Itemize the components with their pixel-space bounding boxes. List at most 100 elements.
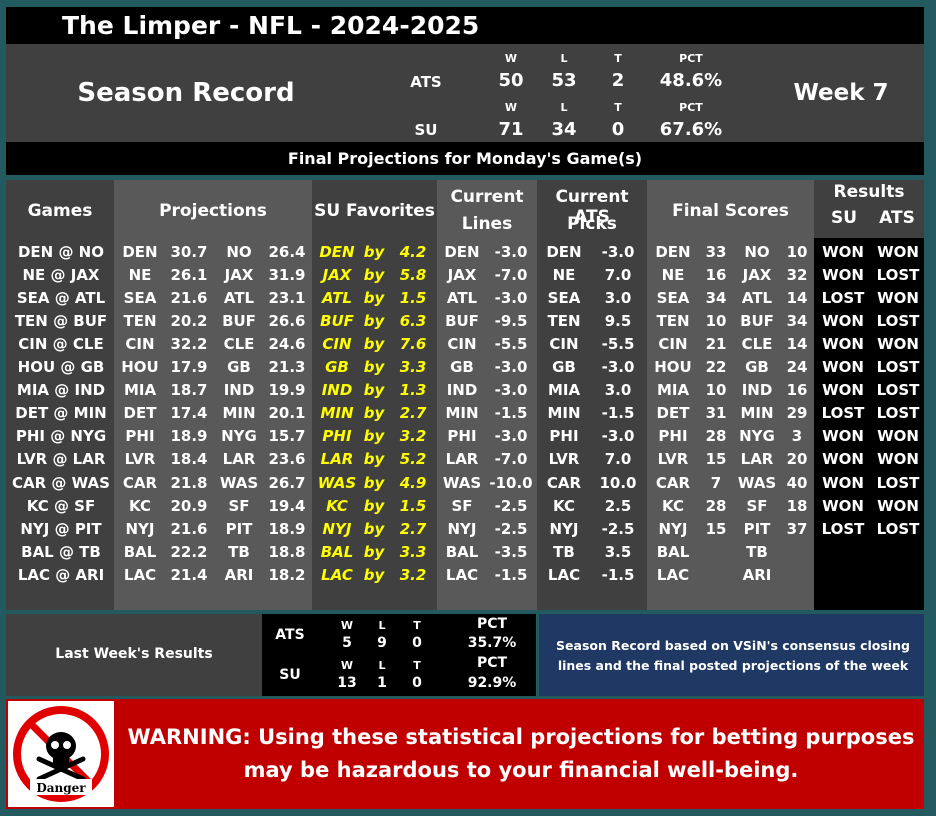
fav-team: LAC (321, 565, 353, 584)
pick-team: CIN (549, 335, 579, 354)
result-su: WON (822, 243, 864, 261)
season-record-label: Season Record (77, 78, 295, 108)
fav-value: 7.6 (399, 335, 427, 354)
pick-team: MIN (547, 404, 581, 423)
header-ats-picks-1: Current ATS (555, 187, 629, 227)
result-su: WON (822, 266, 864, 285)
proj-away-score: 18.9 (170, 427, 208, 446)
line-value: -10.0 (489, 473, 533, 492)
final-away-score: 21 (705, 335, 727, 354)
game-cell: PHI @ NYG (15, 427, 107, 446)
result-su: WON (822, 473, 864, 492)
fav-by: by (363, 473, 385, 492)
pick-team: TB (553, 542, 575, 561)
table-row: LVR @ LAR LVR 18.4 LAR 23.6 LAR by 5.2 LAR -7.0 LV… (0, 447, 936, 470)
lw-su-pct: 92.9% (467, 675, 517, 691)
pick-team: NE (552, 266, 576, 285)
proj-home-score: 26.7 (268, 473, 306, 492)
pick-value: 3.0 (604, 381, 632, 400)
pick-team: MIA (547, 381, 581, 400)
lw-t-1: T (413, 619, 421, 632)
proj-away-team: NE (128, 266, 152, 285)
result-su: WON (822, 358, 864, 377)
fav-by: by (363, 565, 385, 584)
fav-by: by (363, 335, 385, 354)
fav-by: by (363, 519, 385, 538)
fav-value: 5.2 (399, 450, 427, 469)
danger-sign: Danger (8, 701, 114, 807)
proj-away-team: TEN (123, 312, 157, 331)
table-row: LAC @ ARI LAC 21.4 ARI 18.2 LAC by 3.2 LAC -1.5 LA… (0, 563, 936, 586)
pick-team: KC (553, 496, 575, 515)
col-pct-2: PCT (679, 101, 703, 114)
proj-away-team: SEA (123, 289, 157, 308)
game-cell: HOU @ GB (17, 358, 105, 377)
result-su: WON (822, 450, 864, 469)
proj-home-team: IND (223, 381, 255, 400)
result-ats: LOST (876, 358, 920, 377)
fav-by: by (363, 404, 385, 423)
line-value: -3.0 (494, 289, 528, 308)
proj-home-team: ATL (223, 289, 255, 308)
result-su: WON (822, 312, 864, 331)
result-ats: LOST (876, 473, 920, 492)
fav-team: MIN (320, 404, 354, 423)
table-row: NYJ @ PIT NYJ 21.6 PIT 18.9 NYJ by 2.7 NYJ -2.5 NY… (0, 517, 936, 540)
fav-value: 2.7 (399, 404, 427, 423)
lw-su-l: 1 (377, 675, 387, 691)
line-value: -2.5 (494, 496, 528, 515)
fav-by: by (363, 243, 385, 261)
col-lines-bg (437, 180, 537, 610)
final-away-score: 33 (705, 243, 727, 261)
pick-team: CAR (546, 473, 582, 492)
final-away-team: HOU (654, 358, 692, 377)
pick-team: GB (552, 358, 576, 377)
final-away-team: DEN (655, 243, 691, 261)
pick-value: 10.0 (599, 473, 637, 492)
proj-away-score: 21.6 (170, 289, 208, 308)
ats-w: 50 (498, 70, 524, 91)
line-team: JAX (447, 266, 477, 285)
table-row: DEN @ NO DEN 30.7 NO 26.4 DEN by 4.2 DEN -3.0 DEN -… (0, 240, 936, 263)
last-week-panel: Last Week's Results ATS SU W L T PCT 5 9… (6, 614, 924, 696)
game-cell: MIA @ IND (16, 381, 106, 400)
pick-value: 3.5 (604, 542, 632, 561)
table-row: SEA @ ATL SEA 21.6 ATL 23.1 ATL by 1.5 ATL -3.0 SE… (0, 286, 936, 309)
proj-home-team: GB (227, 358, 251, 377)
line-value: -3.5 (494, 542, 528, 561)
result-ats: WON (877, 427, 919, 446)
week-label: Week 7 (793, 80, 889, 106)
danger-label: Danger (36, 781, 86, 795)
proj-home-team: NYG (221, 427, 257, 446)
line-team: IND (446, 381, 478, 400)
result-ats: LOST (876, 404, 920, 423)
final-away-team: SEA (656, 289, 690, 308)
line-team: BAL (445, 542, 479, 561)
final-away-score: 22 (705, 358, 727, 377)
final-home-score: 32 (786, 266, 808, 285)
line-value: -3.0 (494, 243, 528, 261)
line-team: DEN (444, 243, 480, 261)
lw-su-label: SU (279, 667, 301, 683)
line-team: NYJ (447, 519, 477, 538)
fav-value: 1.5 (399, 496, 427, 515)
warning-text: WARNING: Using these statistical project… (127, 725, 915, 782)
season-record-header: Season Record ATS SU W L T PCT 50 53 2 4… (6, 44, 924, 142)
final-home-team: ATL (741, 289, 773, 308)
final-away-score: 10 (705, 381, 727, 400)
col-pct-1: PCT (679, 52, 703, 65)
fav-by: by (363, 358, 385, 377)
fav-by: by (363, 381, 385, 400)
ats-label: ATS (410, 73, 442, 91)
fav-value: 3.2 (399, 427, 427, 446)
result-su: LOST (821, 289, 865, 308)
table-row: TEN @ BUF TEN 20.2 BUF 26.6 BUF by 6.3 BUF -9.5 TE… (0, 309, 936, 332)
table-row: HOU @ GB HOU 17.9 GB 21.3 GB by 3.3 GB -3.0 GB -3.0… (0, 355, 936, 378)
game-cell: CIN @ CLE (18, 335, 104, 354)
result-ats: LOST (876, 266, 920, 285)
final-home-team: LAR (740, 450, 774, 469)
col-scores-bg (647, 180, 814, 610)
result-ats: LOST (876, 381, 920, 400)
col-results-bg (814, 238, 924, 610)
proj-home-team: WAS (219, 473, 259, 492)
